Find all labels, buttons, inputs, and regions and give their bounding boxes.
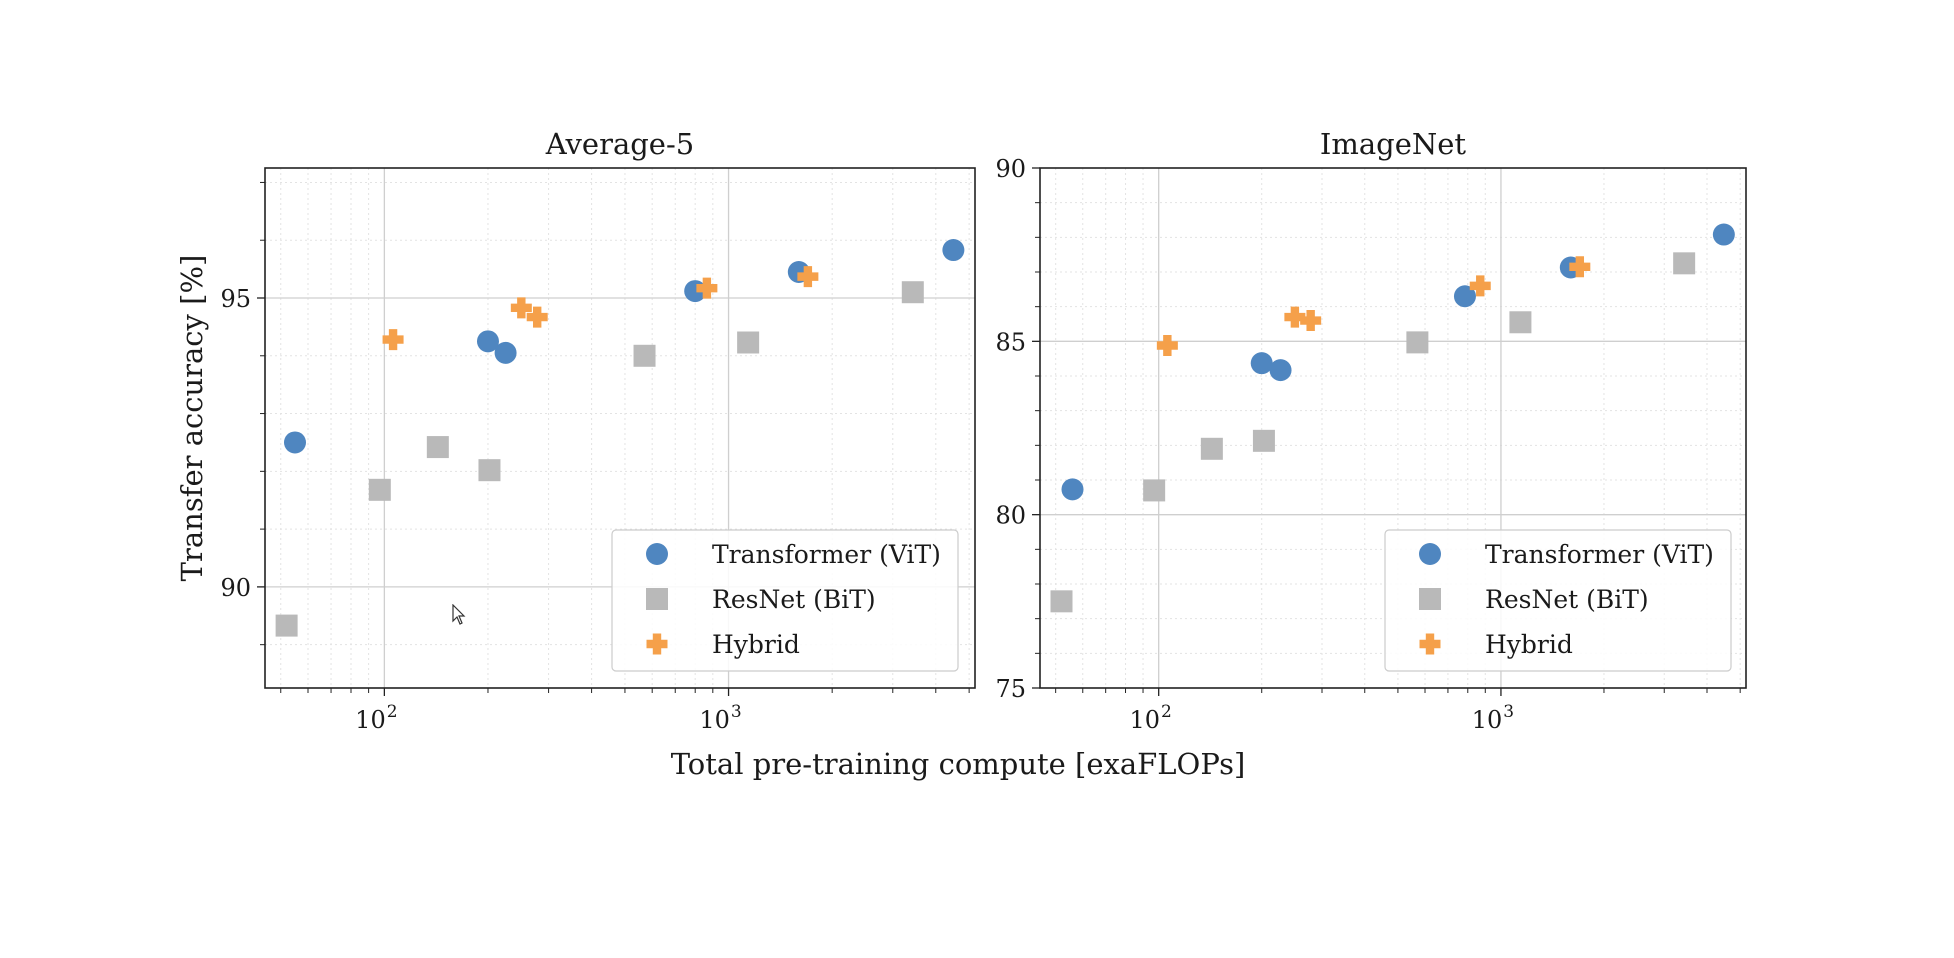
data-point-circle — [494, 341, 517, 364]
y-tick-label: 90 — [995, 155, 1026, 183]
axes-frame — [1039, 167, 1747, 689]
data-point-circle — [942, 239, 965, 262]
x-tick-exponent: 3 — [731, 702, 742, 722]
legend-marker-square — [646, 588, 668, 610]
data-point-square — [1143, 479, 1166, 502]
data-point-square — [1200, 437, 1223, 460]
legend-marker-plus — [646, 633, 668, 655]
legend: Transformer (ViT) ResNet (BiT) Hybrid — [611, 529, 959, 672]
data-point-plus — [1156, 334, 1178, 356]
legend-label: ResNet (BiT) — [1485, 585, 1649, 614]
data-point-square — [1050, 590, 1073, 613]
data-point-circle — [1269, 359, 1292, 382]
data-point-square — [1406, 331, 1429, 354]
x-axis-label: Total pre-training compute [exaFLOPs] — [671, 747, 1246, 781]
data-point-circle — [1453, 285, 1476, 308]
data-point-plus — [1300, 310, 1322, 332]
data-point-plus — [510, 297, 532, 319]
data-point-plus — [797, 266, 819, 288]
legend-label: Hybrid — [712, 630, 800, 659]
axes-frame — [264, 167, 976, 689]
data-point-circle — [1250, 352, 1273, 375]
data-point-plus — [696, 277, 718, 299]
legend-marker-square — [1419, 588, 1441, 610]
legend-label: Hybrid — [1485, 630, 1573, 659]
legend: Transformer (ViT) ResNet (BiT) Hybrid — [1384, 529, 1732, 672]
y-tick-label: 80 — [995, 502, 1026, 530]
panel-title: Average-5 — [545, 127, 694, 161]
data-point-plus — [526, 306, 548, 328]
series-plus — [1156, 256, 1591, 356]
data-point-square — [426, 436, 449, 459]
data-point-square — [737, 331, 760, 354]
x-tick-exponent: 3 — [1503, 702, 1514, 722]
data-point-square — [368, 478, 391, 501]
legend-label: Transformer (ViT) — [1485, 540, 1714, 569]
data-point-circle — [476, 330, 499, 353]
y-tick-label: 85 — [995, 328, 1026, 356]
legend-marker-circle — [646, 543, 668, 565]
legend-marker-circle — [1419, 543, 1441, 565]
data-point-square — [478, 459, 501, 482]
panel-title: ImageNet — [1320, 127, 1467, 161]
data-point-circle — [283, 431, 306, 454]
data-point-plus — [1284, 306, 1306, 328]
series-square — [1050, 252, 1696, 613]
y-axis-label: Transfer accuracy [%] — [175, 255, 209, 582]
series-square — [275, 281, 924, 637]
mouse-cursor-icon — [452, 604, 466, 625]
data-point-plus — [1469, 275, 1491, 297]
data-point-circle — [1061, 478, 1084, 501]
legend-box — [1384, 529, 1732, 672]
legend-label: Transformer (ViT) — [712, 540, 941, 569]
data-point-plus — [382, 329, 404, 351]
data-point-square — [1252, 429, 1275, 452]
x-tick-exponent: 2 — [1161, 702, 1172, 722]
data-point-square — [901, 281, 924, 304]
series-plus — [382, 266, 819, 351]
y-tick-label: 95 — [220, 285, 251, 313]
y-tick-label: 75 — [995, 675, 1026, 703]
legend-label: ResNet (BiT) — [712, 585, 876, 614]
data-point-square — [1509, 311, 1532, 334]
legend-marker-plus — [1419, 633, 1441, 655]
y-tick-label: 90 — [220, 574, 251, 602]
legend-box — [611, 529, 959, 672]
x-tick-exponent: 2 — [387, 702, 398, 722]
data-point-square — [275, 614, 298, 637]
data-point-circle — [1712, 223, 1735, 246]
data-point-plus — [1569, 256, 1591, 278]
data-point-square — [1673, 252, 1696, 275]
data-point-square — [633, 344, 656, 367]
